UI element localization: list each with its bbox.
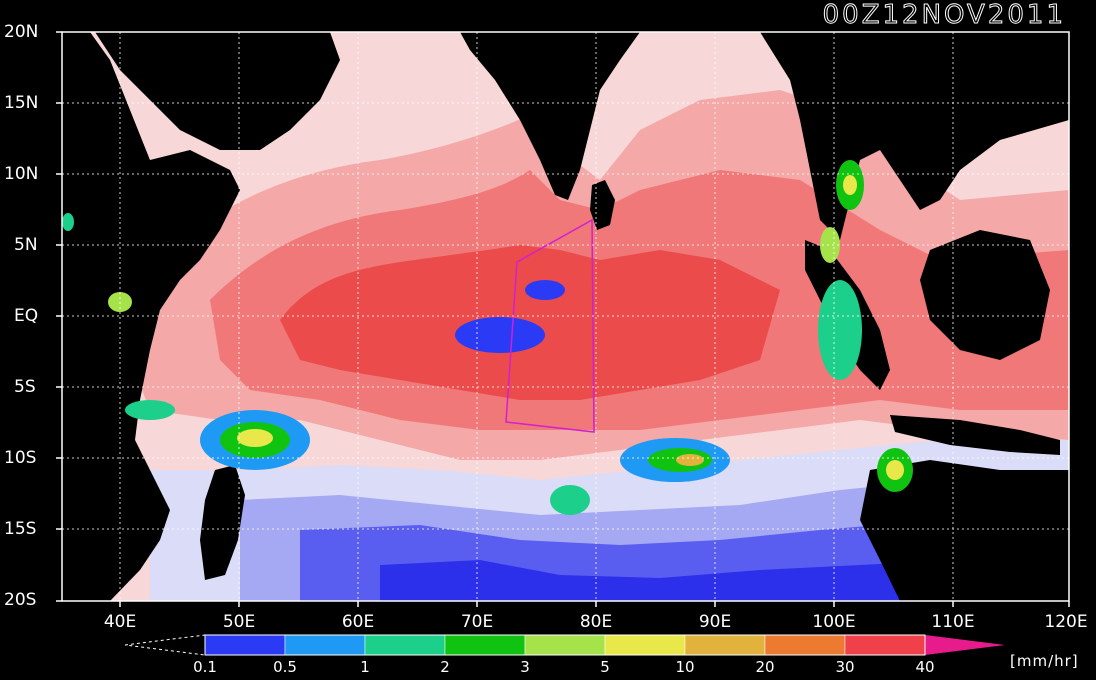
colorbar-swatch xyxy=(844,634,926,656)
colorbar-swatch xyxy=(764,634,846,656)
map-title: 00Z12NOV2011 xyxy=(822,0,1066,31)
colorbar-swatch xyxy=(604,634,686,656)
lat-label: 15S xyxy=(4,519,37,539)
lon-label: 50E xyxy=(222,612,256,632)
lon-label: 110E xyxy=(931,612,975,632)
axis-ticks xyxy=(56,31,1070,607)
colorbar-high-arrow xyxy=(925,635,1005,655)
lon-label: 80E xyxy=(579,612,613,632)
colorbar-label: 1 xyxy=(360,658,370,676)
colorbar-frame xyxy=(204,634,926,656)
colorbar-swatch xyxy=(284,634,366,656)
landmass-india xyxy=(460,32,640,200)
colorbar-label: 30 xyxy=(835,658,855,676)
lat-label: 10S xyxy=(4,448,37,468)
lat-label: 20S xyxy=(4,590,37,610)
colorbar-unit: [mm/hr] xyxy=(1010,652,1079,670)
landmass-africa xyxy=(62,32,240,601)
analysis-box xyxy=(505,218,595,433)
lon-label: 60E xyxy=(341,612,375,632)
colorbar-swatch xyxy=(204,634,286,656)
lon-label: 70E xyxy=(460,612,494,632)
colorbar-label: 10 xyxy=(675,658,695,676)
landmass-australia xyxy=(860,460,1069,601)
colorbar-label: 2 xyxy=(440,658,450,676)
lat-label: 15N xyxy=(4,93,39,113)
colorbar-label: 40 xyxy=(915,658,935,676)
colorbar-low-arrow xyxy=(124,634,206,656)
lon-label: 90E xyxy=(698,612,732,632)
lat-label: EQ xyxy=(14,306,39,326)
colorbar-label: 0.1 xyxy=(193,658,217,676)
lat-label: 10N xyxy=(4,164,39,184)
colorbar-label: 5 xyxy=(600,658,610,676)
colorbar-label: 20 xyxy=(755,658,775,676)
colorbar xyxy=(124,634,1005,656)
colorbar-swatch xyxy=(524,634,606,656)
colorbar-label: 3 xyxy=(520,658,530,676)
colorbar-label: 0.5 xyxy=(273,658,297,676)
landmass-madagascar xyxy=(200,465,245,580)
lon-label: 100E xyxy=(812,612,856,632)
landmass-arabia xyxy=(62,32,340,150)
lat-label: 5S xyxy=(14,377,36,397)
colorbar-swatch xyxy=(444,634,526,656)
colorbar-swatch xyxy=(364,634,446,656)
lon-label: 120E xyxy=(1044,612,1088,632)
lat-label: 20N xyxy=(4,22,39,42)
colorbar-swatch xyxy=(684,634,766,656)
map-plot-area xyxy=(62,32,1069,601)
landmass-java xyxy=(890,415,1060,455)
lat-label: 5N xyxy=(14,235,38,255)
rain-cells xyxy=(62,160,913,515)
lon-label: 40E xyxy=(103,612,137,632)
